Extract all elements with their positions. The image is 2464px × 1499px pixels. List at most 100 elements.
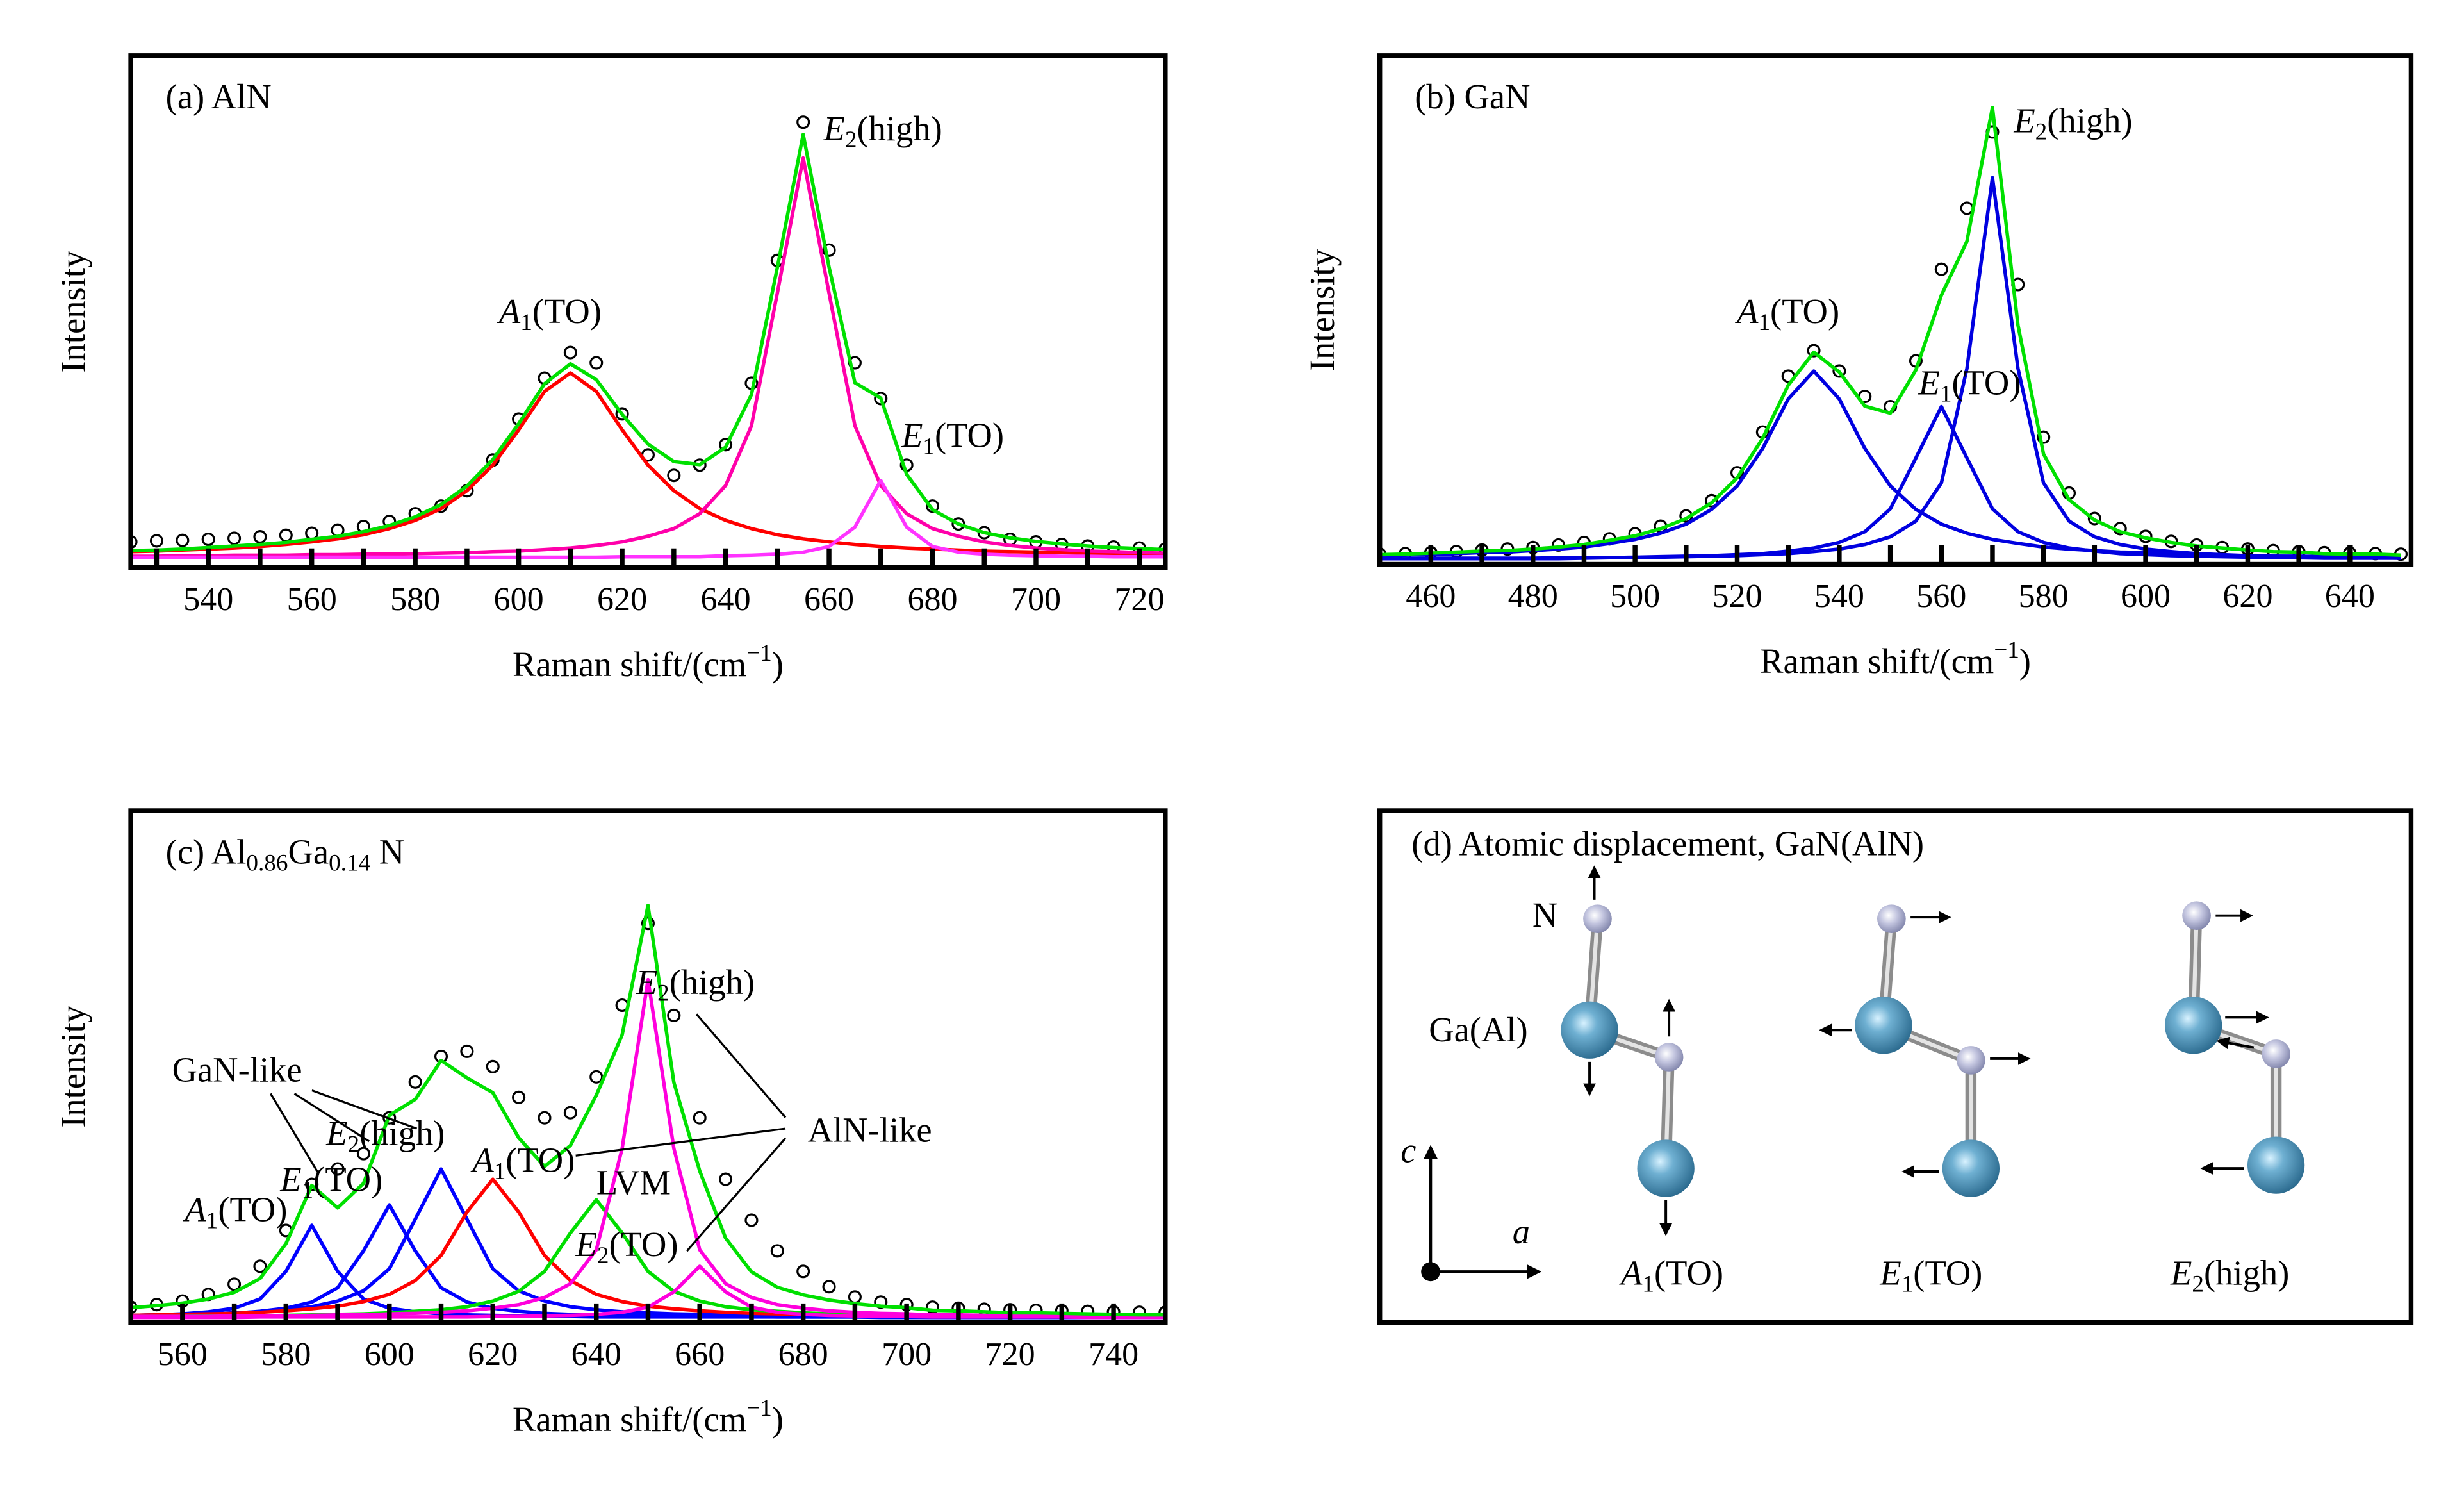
annotation-part: 2	[657, 980, 669, 1006]
data-point	[486, 1059, 500, 1073]
data-point	[512, 1090, 526, 1104]
line-series	[131, 133, 1165, 552]
mode-label-part: (TO)	[1913, 1253, 1982, 1292]
panel-title-part: (c) Al	[166, 832, 247, 871]
x-axis-label-part: )	[2019, 641, 2031, 680]
x-axis-label-part: −1	[746, 640, 772, 666]
x-tick-label: 580	[390, 581, 440, 618]
annotation-part: LVM	[596, 1163, 671, 1202]
x-tick-label: 660	[804, 581, 854, 618]
x-axis-label-part: Raman shift/(cm	[1760, 641, 1994, 680]
leader-line	[686, 1137, 787, 1252]
x-tick-label: 700	[882, 1336, 932, 1373]
mode-label: E2(high)	[2170, 1253, 2289, 1297]
mode-label-part: E	[1879, 1253, 1901, 1292]
x-tick-label: 660	[675, 1336, 725, 1373]
data-point	[796, 115, 810, 129]
data-point	[227, 531, 242, 545]
data-point	[796, 1264, 810, 1279]
x-axis-label: Raman shift/(cm−1)	[513, 1395, 784, 1439]
ga-atom	[1942, 1139, 2000, 1197]
data-point	[253, 1259, 267, 1273]
leader-line	[311, 1089, 418, 1130]
x-tick-label: 500	[1610, 578, 1660, 615]
x-tick-label: 460	[1406, 578, 1456, 615]
annotation-part: 2	[348, 1131, 360, 1157]
annotation: E1(TO)	[901, 415, 1004, 460]
annotation-part: E	[901, 415, 923, 454]
data-point	[563, 345, 577, 360]
panel-title-part: Ga	[288, 832, 329, 871]
annotation-part: (TO)	[218, 1189, 287, 1229]
annotation-part: (TO)	[935, 415, 1004, 454]
x-axis-label: Raman shift/(cm−1)	[513, 640, 784, 683]
annotation-part: A	[497, 292, 521, 331]
annotation-part: A	[470, 1140, 494, 1179]
annotation-part: (TO)	[532, 292, 602, 331]
annotation-part: 2	[2035, 119, 2048, 145]
ga-atom	[1637, 1139, 1695, 1197]
x-tick-label: 520	[1712, 578, 1762, 615]
atom-label: N	[1532, 895, 1557, 934]
data-point	[848, 1290, 862, 1304]
annotation-part: 1	[494, 1158, 506, 1184]
mode-label-part: 2	[2192, 1271, 2204, 1297]
x-axis-label: Raman shift/(cm−1)	[1760, 636, 2031, 680]
data-point	[331, 1162, 345, 1176]
leader-line	[293, 1093, 370, 1143]
mode-label-part: (high)	[2204, 1253, 2289, 1292]
x-tick-label: 540	[183, 581, 233, 618]
x-axis-label-part: −1	[746, 1395, 772, 1421]
data-point	[719, 1172, 733, 1186]
x-tick-label: 620	[597, 581, 647, 618]
annotation-part: (TO)	[505, 1140, 575, 1179]
x-tick-label: 740	[1088, 1336, 1138, 1373]
panel-frame	[128, 53, 1168, 570]
annotation: E2(TO)	[575, 1225, 678, 1269]
annotation-part: 1	[1758, 310, 1770, 336]
mode-label: E1(TO)	[1879, 1253, 1982, 1297]
annotation: A1(TO)	[183, 1189, 287, 1234]
annotation-part: (TO)	[609, 1225, 678, 1264]
n-atom	[1877, 904, 1906, 933]
mode-label-part: (TO)	[1654, 1253, 1723, 1292]
line-series	[131, 478, 1165, 559]
line-series	[131, 156, 1165, 558]
mode-label-part: E	[2170, 1253, 2192, 1292]
ga-atom	[1561, 1001, 1618, 1059]
x-tick-label: 700	[1011, 581, 1061, 618]
annotation-part: A	[1735, 292, 1759, 331]
x-tick-label: 640	[701, 581, 751, 618]
data-point	[1934, 262, 1948, 276]
annotation: A1(TO)	[470, 1140, 575, 1184]
axis-label: c	[1400, 1130, 1416, 1170]
annotation: A1(TO)	[1735, 292, 1839, 336]
data-point	[279, 528, 293, 542]
mode-label-part: 1	[1642, 1271, 1654, 1297]
ga-atom	[2164, 997, 2222, 1054]
ga-atom	[1855, 997, 1912, 1054]
x-tick-label: 640	[571, 1336, 621, 1373]
n-atom	[1583, 904, 1612, 933]
annotation-part: GaN-like	[172, 1050, 302, 1089]
data-point	[538, 1111, 552, 1125]
panel-title: (a) AlN	[166, 77, 272, 116]
axis-label: a	[1513, 1212, 1530, 1251]
annotation-part: E	[2013, 101, 2035, 140]
y-axis-label: Intensity	[53, 1005, 92, 1128]
x-tick-label: 560	[287, 581, 337, 618]
x-tick-label: 720	[1114, 581, 1164, 618]
x-tick-label: 620	[2222, 578, 2272, 615]
line-series	[131, 977, 1165, 1318]
data-point	[227, 1277, 242, 1291]
data-point	[589, 1070, 604, 1084]
annotation-part: E	[279, 1159, 301, 1198]
annotation-part: (TO)	[313, 1159, 382, 1198]
mode-label-part: A	[1619, 1253, 1643, 1292]
data-point	[744, 1213, 759, 1227]
annotation-part: E	[636, 962, 657, 1001]
n-atom	[1654, 1043, 1684, 1072]
x-axis-label-part: Raman shift/(cm	[513, 644, 746, 683]
x-tick-label: 640	[2325, 578, 2375, 615]
